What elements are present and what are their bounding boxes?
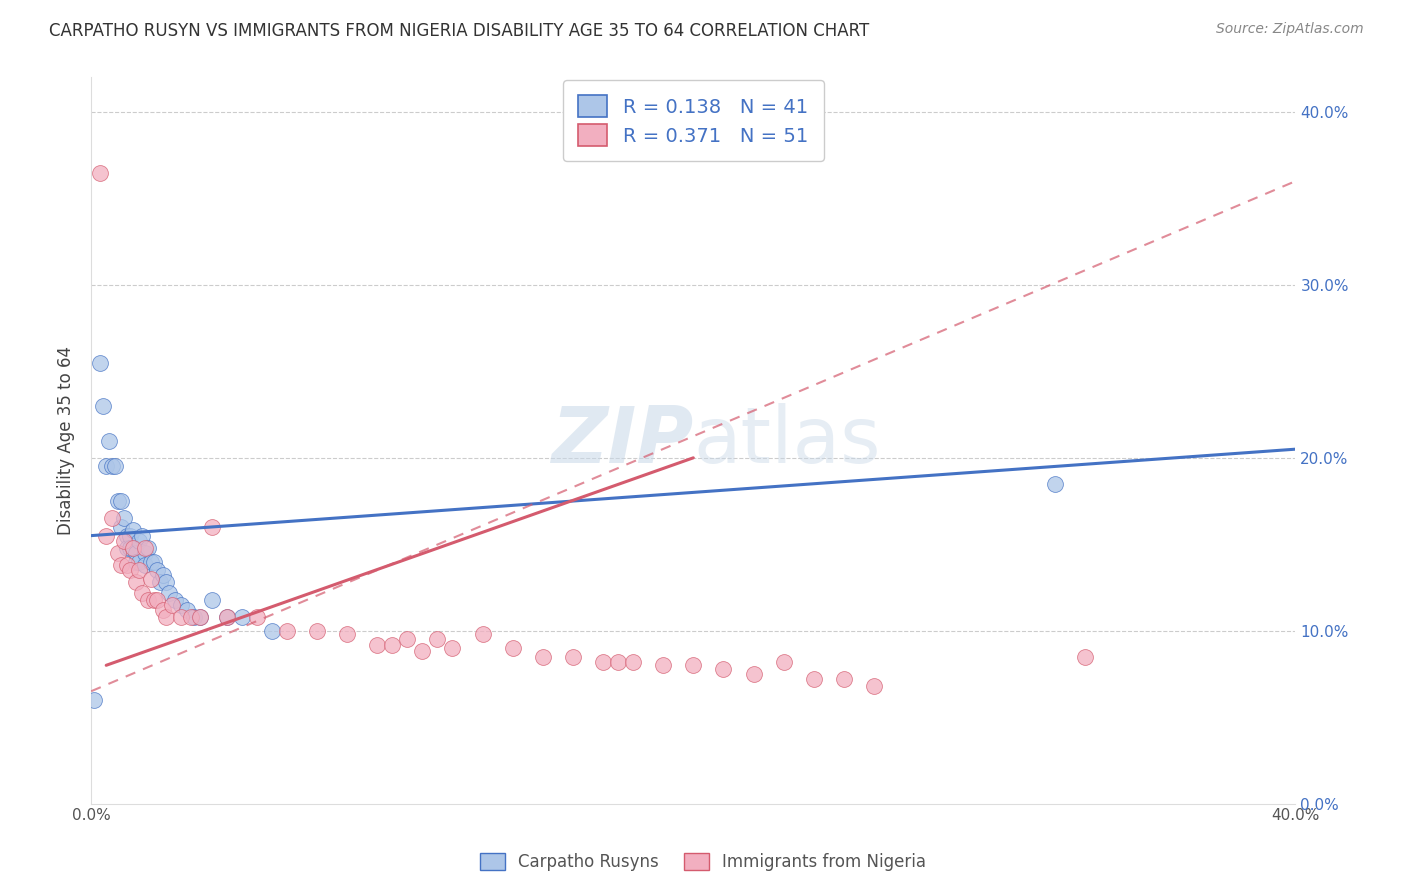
Point [122, 541, 145, 555]
Text: ZIP: ZIP [551, 402, 693, 478]
Point [143, 555, 166, 569]
Y-axis label: Disability Age 35 to 64: Disability Age 35 to 64 [58, 346, 75, 535]
Point [138, 592, 160, 607]
Point [803, 672, 825, 686]
Point [607, 655, 630, 669]
Point [131, 528, 153, 542]
Point [146, 592, 169, 607]
Point [713, 662, 735, 676]
Point [863, 679, 886, 693]
Point [246, 610, 269, 624]
Point [122, 524, 145, 538]
Point [179, 610, 201, 624]
Point [260, 624, 283, 638]
Point [143, 592, 166, 607]
Point [276, 624, 298, 638]
Point [682, 658, 704, 673]
Point [138, 541, 160, 555]
Point [107, 546, 129, 560]
Point [832, 672, 855, 686]
Point [134, 546, 156, 560]
Point [200, 592, 222, 607]
Text: atlas: atlas [693, 402, 880, 478]
Legend: R = 0.138   N = 41, R = 0.371   N = 51: R = 0.138 N = 41, R = 0.371 N = 51 [562, 80, 824, 161]
Point [117, 528, 139, 542]
Point [96, 528, 118, 542]
Point [128, 563, 150, 577]
Text: CARPATHO RUSYN VS IMMIGRANTS FROM NIGERIA DISABILITY AGE 35 TO 64 CORRELATION CH: CARPATHO RUSYN VS IMMIGRANTS FROM NIGERI… [49, 22, 869, 40]
Point [98, 434, 121, 448]
Point [592, 655, 614, 669]
Point [89, 165, 111, 179]
Point [159, 585, 181, 599]
Point [110, 558, 132, 572]
Point [152, 603, 174, 617]
Point [471, 627, 494, 641]
Point [176, 603, 198, 617]
Point [117, 558, 139, 572]
Point [165, 592, 187, 607]
Point [128, 533, 150, 548]
Point [149, 575, 172, 590]
Point [215, 610, 238, 624]
Point [83, 693, 105, 707]
Point [125, 575, 148, 590]
Point [125, 555, 148, 569]
Point [89, 356, 111, 370]
Point [1043, 476, 1066, 491]
Point [411, 644, 433, 658]
Legend: Carpatho Rusyns, Immigrants from Nigeria: Carpatho Rusyns, Immigrants from Nigeria [471, 845, 935, 880]
Point [183, 610, 205, 624]
Point [305, 624, 328, 638]
Point [188, 610, 211, 624]
Point [134, 558, 156, 572]
Point [112, 533, 135, 548]
Point [120, 528, 142, 542]
Point [104, 459, 127, 474]
Point [134, 541, 156, 555]
Point [107, 494, 129, 508]
Point [162, 598, 184, 612]
Point [128, 555, 150, 569]
Point [101, 511, 124, 525]
Point [502, 640, 524, 655]
Point [231, 610, 253, 624]
Point [155, 610, 177, 624]
Point [91, 399, 114, 413]
Point [120, 541, 142, 555]
Point [200, 520, 222, 534]
Point [112, 511, 135, 525]
Point [117, 541, 139, 555]
Point [101, 459, 124, 474]
Point [561, 649, 583, 664]
Point [120, 563, 142, 577]
Point [742, 667, 765, 681]
Point [170, 610, 193, 624]
Point [215, 610, 238, 624]
Point [110, 494, 132, 508]
Point [141, 572, 163, 586]
Point [131, 585, 153, 599]
Point [96, 459, 118, 474]
Point [396, 632, 419, 647]
Point [155, 575, 177, 590]
Point [170, 598, 193, 612]
Point [652, 658, 675, 673]
Point [152, 568, 174, 582]
Point [441, 640, 464, 655]
Point [531, 649, 554, 664]
Point [381, 638, 404, 652]
Point [336, 627, 359, 641]
Point [621, 655, 644, 669]
Point [141, 555, 163, 569]
Point [146, 563, 169, 577]
Point [426, 632, 449, 647]
Point [110, 520, 132, 534]
Text: Source: ZipAtlas.com: Source: ZipAtlas.com [1216, 22, 1364, 37]
Point [1073, 649, 1095, 664]
Point [772, 655, 794, 669]
Point [125, 546, 148, 560]
Point [366, 638, 388, 652]
Point [188, 610, 211, 624]
